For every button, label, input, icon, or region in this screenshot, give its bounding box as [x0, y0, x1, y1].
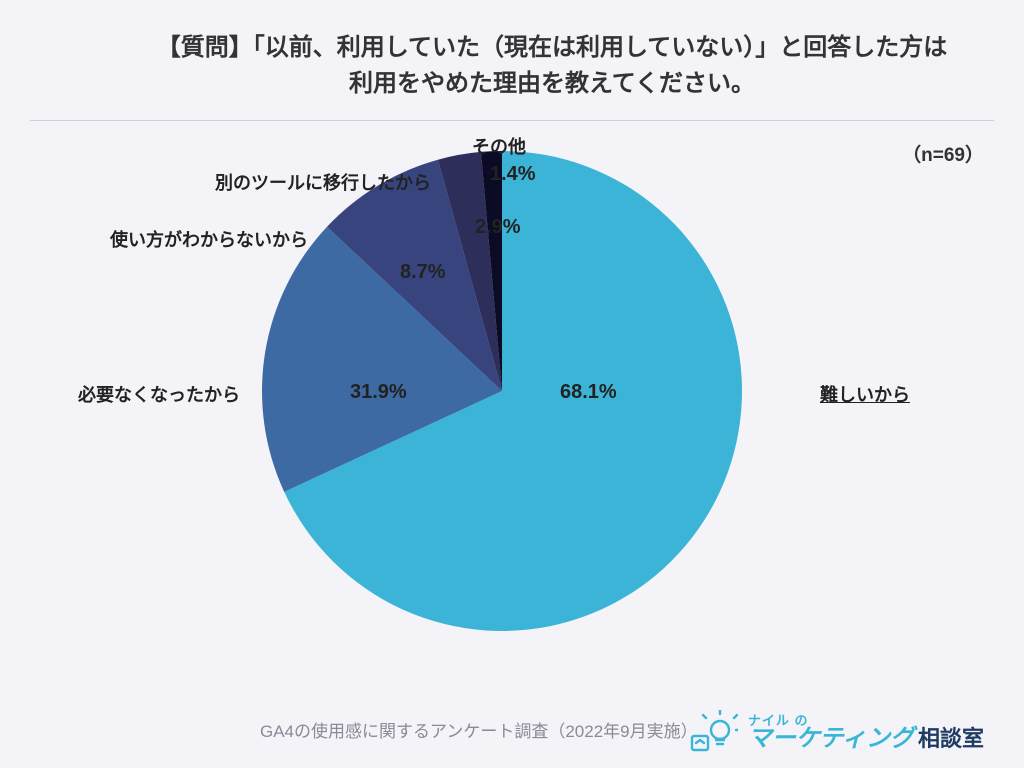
slice-percent: 8.7%	[400, 261, 446, 284]
pie-chart-area: 難しいから 68.1% 必要なくなったから 31.9% 使い方がわからないから 8.7% 別…	[0, 121, 1024, 681]
slice-label: 必要なくなったから	[78, 381, 240, 407]
slice-percent: 1.4%	[490, 163, 536, 186]
slice-percent: 31.9%	[350, 381, 407, 404]
slice-label: 使い方がわからないから	[110, 226, 308, 252]
slice-percent: 2.9%	[475, 216, 521, 239]
slice-label: その他	[472, 133, 526, 159]
logo-plain-text: 相談室	[918, 728, 984, 750]
slice-label: 別のツールに移行したから	[215, 169, 431, 195]
footnote: GA4の使用感に関するアンケート調査（2022年9月実施）	[260, 717, 698, 742]
slice-percent: 68.1%	[560, 381, 617, 404]
title-line-2: 利用をやめた理由を教えてください。	[40, 66, 1024, 102]
chart-title: 【質問】「以前、利用していた（現在は利用していない）」と回答した方は 利用をやめ…	[0, 0, 1024, 120]
logo-text: ナイル の マーケティング 相談室	[748, 714, 984, 751]
brand-logo: ナイル の マーケティング 相談室	[690, 710, 984, 754]
logo-colored-text: マーケティング	[748, 727, 914, 751]
lightbulb-icon	[690, 710, 738, 754]
slice-label: 難しいから	[820, 381, 910, 407]
title-line-1: 【質問】「以前、利用していた（現在は利用していない）」と回答した方は	[40, 30, 1024, 66]
